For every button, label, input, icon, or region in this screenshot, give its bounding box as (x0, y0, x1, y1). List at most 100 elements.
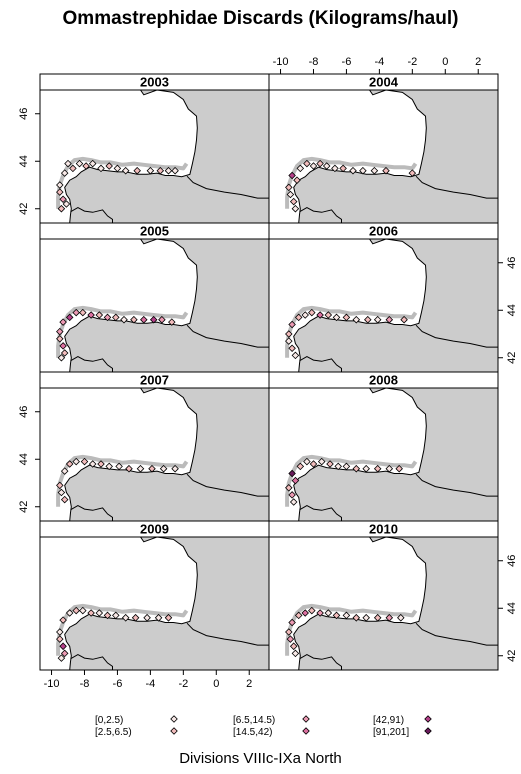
haul-point (301, 609, 309, 617)
haul-point (154, 613, 163, 622)
haul-point (370, 166, 379, 175)
haul-point (296, 164, 305, 173)
haul-point (385, 315, 394, 324)
haul-point (293, 176, 301, 184)
x-tick-label: -10 (273, 56, 289, 68)
haul-point (285, 484, 293, 492)
haul-point (164, 166, 173, 175)
map-panel-2009: 2009 (39, 520, 270, 671)
haul-point (362, 464, 370, 473)
depth-contour (56, 156, 189, 209)
haul-point (349, 166, 357, 175)
haul-point (115, 462, 123, 471)
haul-point (130, 315, 138, 324)
haul-point (164, 613, 173, 622)
haul-point (385, 613, 394, 622)
map-panel-2005: 2005 (39, 222, 270, 373)
haul-point (105, 162, 113, 170)
y-tick-label: 42 (18, 203, 30, 215)
haul-point (317, 457, 326, 466)
haul-point (296, 462, 305, 471)
panel-map-content (40, 90, 269, 223)
haul-point (316, 159, 324, 168)
haul-point (72, 606, 80, 615)
border-spain-france (415, 175, 498, 199)
haul-point (294, 313, 303, 322)
panel-title: 2007 (140, 373, 169, 388)
bay-of-biscay-sea (269, 90, 427, 223)
panel-map-content (269, 239, 498, 372)
map-panel-2007: 2007 (39, 371, 270, 522)
border-spain-france (415, 622, 498, 646)
legend-symbol (170, 715, 178, 723)
haul-point (286, 635, 295, 643)
haul-point (288, 491, 296, 499)
haul-point (288, 469, 296, 478)
legend-symbol (424, 715, 432, 723)
haul-point (285, 337, 293, 345)
haul-point (59, 642, 67, 651)
haul-point (316, 609, 324, 617)
haul-point (95, 609, 104, 617)
panel-map-content (40, 388, 269, 521)
y-tick-label: 44 (506, 602, 518, 614)
haul-point (342, 611, 351, 620)
x-axis-bottom: -10 -8 -6 -4 -2 0 2 (44, 670, 252, 690)
legend-label: [6.5,14.5) (233, 715, 275, 726)
y-axis-left: 42 44 46 (18, 108, 40, 215)
panel-map-content (40, 537, 269, 670)
y-tick-label: 44 (506, 304, 518, 316)
border-spain-portugal (299, 356, 342, 372)
y-tick-label: 42 (506, 352, 518, 364)
panel-title: 2009 (140, 522, 169, 537)
haul-point (285, 183, 293, 192)
haul-point (397, 613, 405, 622)
border-spain-portugal (299, 654, 342, 670)
haul-point (56, 181, 64, 189)
y-tick-label: 46 (506, 257, 518, 269)
haul-point (60, 649, 69, 658)
haul-point (103, 611, 112, 620)
haul-point (148, 464, 156, 473)
x-tick-label: -8 (309, 56, 319, 68)
map-panel-2003: 2003 (39, 73, 270, 224)
border-spain-france (186, 473, 269, 497)
haul-point (342, 462, 351, 471)
bay-of-biscay-sea (40, 388, 198, 521)
haul-point (56, 481, 64, 490)
legend-symbol (424, 727, 432, 735)
panel-title: 2004 (369, 75, 399, 90)
haul-point (352, 464, 361, 473)
haul-point (57, 654, 66, 662)
haul-point (82, 162, 90, 170)
haul-point (400, 315, 408, 324)
haul-point (125, 464, 133, 473)
haul-point (56, 635, 64, 643)
haul-point (352, 613, 361, 622)
haul-point (121, 613, 130, 622)
haul-point (64, 159, 72, 168)
x-tick-label: 2 (246, 678, 252, 690)
x-tick-label: -6 (342, 56, 352, 68)
haul-point (171, 464, 179, 473)
haul-point (56, 327, 64, 336)
haul-point (87, 311, 95, 319)
haul-point (60, 349, 69, 357)
x-tick-label: 0 (213, 678, 219, 690)
haul-point (334, 462, 342, 471)
y-tick-label: 44 (18, 453, 30, 465)
haul-point (65, 313, 74, 322)
haul-point (308, 308, 316, 317)
x-tick-label: -4 (145, 678, 155, 690)
haul-point (362, 613, 370, 622)
haul-point (87, 609, 95, 617)
haul-point (171, 166, 179, 175)
haul-point (288, 171, 296, 180)
haul-point (88, 460, 97, 468)
border-spain-portugal (70, 207, 113, 223)
haul-point (62, 200, 71, 208)
haul-point (156, 166, 165, 175)
haul-point (332, 313, 341, 322)
haul-point (373, 613, 382, 622)
haul-point (79, 606, 87, 615)
